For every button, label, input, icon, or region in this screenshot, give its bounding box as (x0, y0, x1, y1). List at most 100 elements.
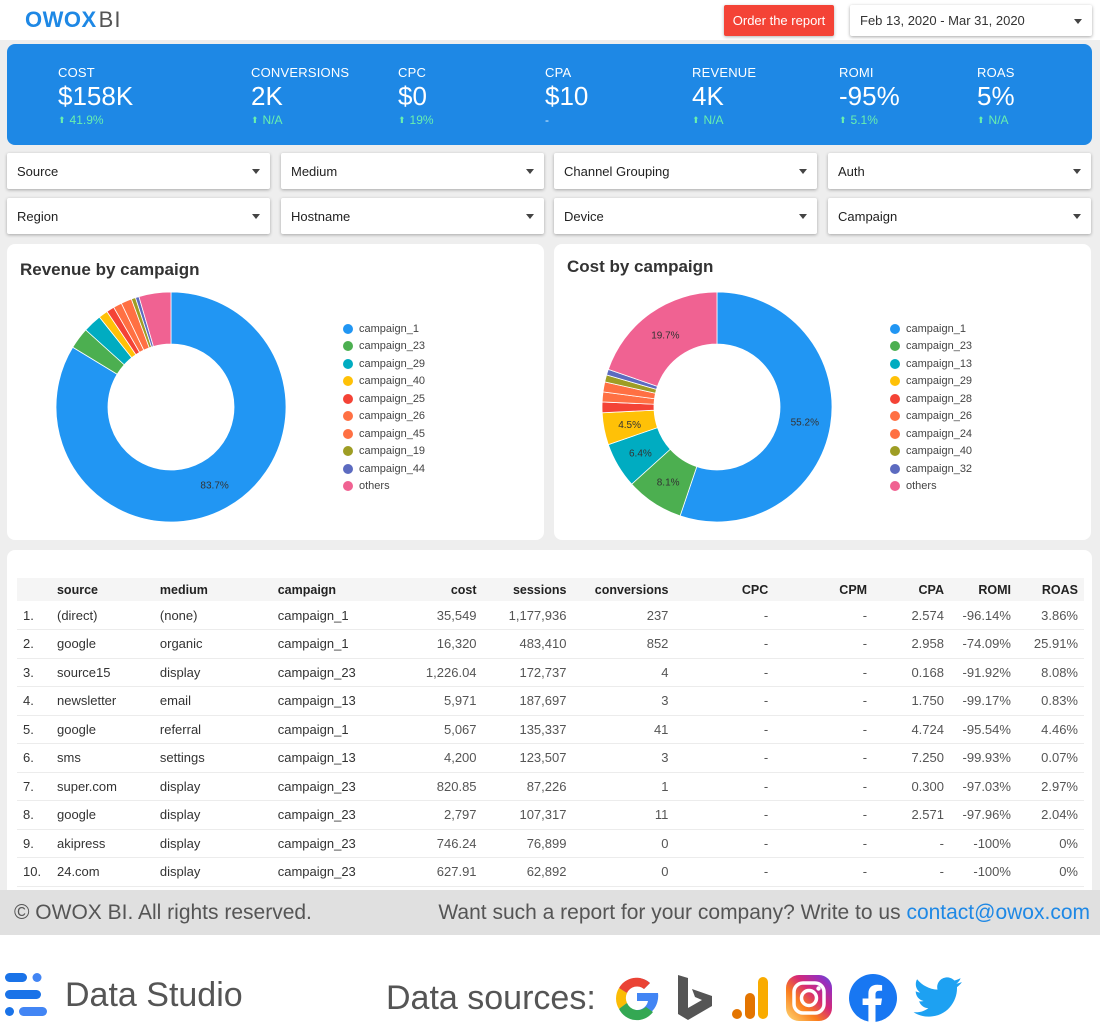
legend-item[interactable]: campaign_40 (343, 373, 425, 391)
cost-donut-chart[interactable]: 55.2% 8.1% 6.4% 4.5% 19.7% (587, 277, 847, 537)
cell-cpm: - (774, 629, 874, 659)
contact-email-link[interactable]: contact@owox.com (906, 901, 1090, 924)
table-row[interactable]: 3. source15 display campaign_23 1,226.04 172,… (17, 658, 1084, 687)
kpi-delta: ⬆ N/A (692, 113, 756, 127)
cell-romi: -95.54% (949, 715, 1017, 744)
column-header-sessions[interactable]: sessions (482, 578, 573, 601)
table-row[interactable]: 8. google display campaign_23 2,797 107,317 11… (17, 800, 1084, 830)
legend-item[interactable]: campaign_32 (890, 460, 972, 478)
cell-cpa: 2.958 (873, 629, 950, 659)
column-header-conversions[interactable]: conversions (572, 578, 675, 601)
legend-item[interactable]: campaign_28 (890, 390, 972, 408)
table-row[interactable]: 6. sms settings campaign_13 4,200 123,507 3- -7… (17, 743, 1084, 773)
branding-bar: Data Studio Data sources: (0, 935, 1100, 1032)
legend-item[interactable]: campaign_29 (890, 373, 972, 391)
legend-item[interactable]: others (343, 478, 425, 496)
chevron-down-icon (526, 169, 534, 174)
column-header-roas[interactable]: ROAS (1016, 578, 1084, 601)
kpi-cost[interactable]: COST $158K ⬆ 41.9% (58, 65, 133, 127)
legend-item[interactable]: campaign_19 (343, 443, 425, 461)
filter-device[interactable]: Device (554, 198, 817, 234)
date-range-picker[interactable]: Feb 13, 2020 - Mar 31, 2020 (850, 5, 1092, 36)
cell-row-index: 1. (17, 601, 51, 630)
column-header-cpm[interactable]: CPM (774, 578, 874, 601)
data-label: 83.7% (200, 481, 228, 492)
kpi-label: COST (58, 65, 95, 80)
slice-others[interactable] (138, 291, 172, 347)
cell-sessions: 123,507 (482, 743, 573, 773)
legend-item[interactable]: campaign_44 (343, 460, 425, 478)
slice-others[interactable] (607, 291, 718, 387)
chevron-down-icon (1073, 214, 1081, 219)
data-label: 19.7% (651, 331, 679, 342)
legend-item[interactable]: campaign_1 (890, 320, 972, 338)
order-report-button[interactable]: Order the report (724, 5, 834, 36)
table-row[interactable]: 4. newsletter email campaign_13 5,971 187,697… (17, 686, 1084, 716)
cell-cpa: 7.250 (873, 743, 950, 773)
cell-cost: 16,320 (391, 629, 483, 659)
legend-item[interactable]: campaign_13 (890, 355, 972, 373)
column-header-source[interactable]: source (50, 578, 154, 601)
kpi-romi[interactable]: ROMI -95% ⬆ 5.1% (839, 65, 900, 127)
kpi-cpa[interactable]: CPA $10 - (545, 65, 588, 127)
kpi-delta-value: 5.1% (850, 113, 878, 127)
cell-cpm: - (774, 743, 874, 773)
filter-source[interactable]: Source (7, 153, 270, 189)
slice-campaign_1[interactable] (679, 291, 833, 523)
chevron-down-icon (799, 169, 807, 174)
legend-label: campaign_45 (359, 427, 426, 440)
cell-roas: 4.46% (1016, 715, 1084, 744)
cell-source: akipress (50, 829, 154, 858)
kpi-delta: - (545, 113, 588, 127)
legend-item[interactable]: campaign_45 (343, 425, 425, 443)
cell-roas: 8.08% (1016, 658, 1084, 687)
legend-item[interactable]: campaign_23 (343, 338, 425, 356)
filter-region[interactable]: Region (7, 198, 270, 234)
legend-item[interactable]: campaign_24 (890, 425, 972, 443)
kpi-revenue[interactable]: REVENUE 4K ⬆ N/A (692, 65, 756, 127)
column-header-romi[interactable]: ROMI (949, 578, 1017, 601)
owox-bi-logo[interactable]: OWOX BI (25, 7, 121, 33)
kpi-cpc[interactable]: CPC $0 ⬆ 19% (398, 65, 434, 127)
kpi-delta: ⬆ 41.9% (58, 113, 133, 127)
table-row[interactable]: 2. google organic campaign_1 16,320 483,410 85… (17, 629, 1084, 659)
filter-campaign[interactable]: Campaign (828, 198, 1091, 234)
legend-label: campaign_1 (906, 322, 966, 335)
legend-item[interactable]: campaign_23 (890, 338, 972, 356)
legend-item[interactable]: campaign_1 (343, 320, 425, 338)
table-row[interactable]: 1. (direct) (none) campaign_1 35,549 1,177,93… (17, 601, 1084, 630)
revenue-donut-chart[interactable]: 83.7% (41, 277, 301, 537)
legend-item[interactable]: campaign_26 (343, 408, 425, 426)
cta-text: Want such a report for your company? Wri… (438, 901, 901, 924)
legend-item[interactable]: campaign_25 (343, 390, 425, 408)
filter-hostname[interactable]: Hostname (281, 198, 544, 234)
filter-label: Device (564, 209, 604, 224)
column-header-cpa[interactable]: CPA (873, 578, 950, 601)
filter-medium[interactable]: Medium (281, 153, 544, 189)
kpi-roas[interactable]: ROAS 5% ⬆ N/A (977, 65, 1015, 127)
legend-item[interactable]: campaign_26 (890, 408, 972, 426)
cell-row-index: 10. (17, 857, 51, 887)
cell-conversions: 3 (572, 743, 675, 773)
column-header-campaign[interactable]: campaign (271, 578, 392, 601)
table-row[interactable]: 9. akipress display campaign_23 746.24 76,899… (17, 829, 1084, 858)
column-header-cpc[interactable]: CPC (674, 578, 775, 601)
column-header-medium[interactable]: medium (153, 578, 272, 601)
filter-channel-grouping[interactable]: Channel Grouping (554, 153, 817, 189)
legend-item[interactable]: others (890, 478, 972, 496)
kpi-conversions[interactable]: CONVERSIONS 2K ⬆ N/A (251, 65, 349, 127)
column-header-cost[interactable]: cost (391, 578, 483, 601)
table-header-row: source medium campaign cost sessions con… (17, 578, 1084, 601)
filter-auth[interactable]: Auth (828, 153, 1091, 189)
slice-campaign_1[interactable] (55, 291, 287, 523)
kpi-value: $10 (545, 81, 589, 111)
kpi-delta-value: 41.9% (69, 113, 104, 127)
table-row[interactable]: 5. google referral campaign_1 5,067 135,337 41… (17, 715, 1084, 744)
cell-roas: 0% (1016, 857, 1084, 887)
legend-label: campaign_29 (359, 357, 426, 370)
legend-item[interactable]: campaign_40 (890, 443, 972, 461)
table-row[interactable]: 10. 24.com display campaign_23 627.91 62,892 0… (17, 857, 1084, 887)
legend-swatch (890, 463, 900, 474)
legend-item[interactable]: campaign_29 (343, 355, 425, 373)
table-row[interactable]: 7. super.com display campaign_23 820.85 87,22… (17, 772, 1084, 801)
